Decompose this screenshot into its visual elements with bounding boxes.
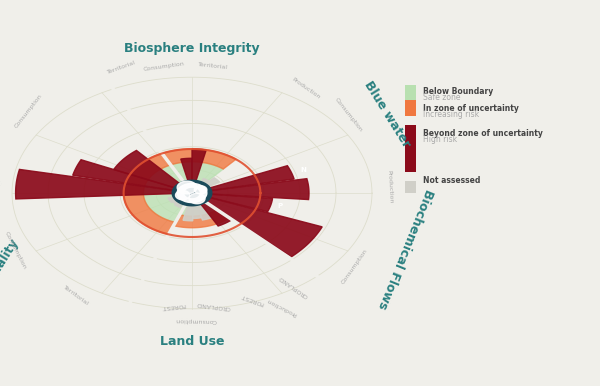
Polygon shape	[192, 193, 322, 257]
Text: Territorial: Territorial	[62, 285, 89, 307]
Polygon shape	[179, 201, 217, 216]
Polygon shape	[177, 183, 207, 203]
Polygon shape	[173, 209, 230, 228]
Text: Safe zone: Safe zone	[423, 93, 461, 102]
Text: Air Quality: Air Quality	[0, 237, 22, 306]
Text: Biochemical Flows: Biochemical Flows	[376, 186, 436, 310]
Text: Not assessed: Not assessed	[423, 176, 481, 185]
Text: Territorial: Territorial	[106, 60, 136, 75]
Polygon shape	[192, 166, 294, 193]
Text: High risk: High risk	[423, 135, 457, 144]
Text: In zone of uncertainty: In zone of uncertainty	[423, 104, 519, 113]
Text: Biosphere Integrity: Biosphere Integrity	[124, 42, 260, 55]
Polygon shape	[192, 193, 212, 220]
Polygon shape	[143, 162, 223, 222]
Text: CROPLAND: CROPLAND	[278, 274, 309, 298]
Text: P: P	[277, 203, 282, 209]
Bar	[405, 125, 416, 172]
Polygon shape	[192, 179, 209, 193]
Text: Consumption: Consumption	[175, 318, 217, 323]
Text: FOREST: FOREST	[161, 302, 186, 310]
Polygon shape	[16, 169, 192, 199]
Polygon shape	[168, 193, 192, 203]
Text: Climate Change: Climate Change	[0, 84, 5, 191]
Polygon shape	[172, 180, 212, 206]
Polygon shape	[177, 181, 197, 194]
Text: Consumption: Consumption	[340, 247, 368, 284]
Text: Increasing risk: Increasing risk	[423, 110, 479, 119]
Polygon shape	[185, 188, 199, 198]
Bar	[405, 100, 416, 116]
Polygon shape	[73, 160, 192, 193]
Text: Production: Production	[266, 297, 298, 317]
Polygon shape	[113, 151, 192, 193]
Text: Consumption: Consumption	[143, 61, 185, 72]
Polygon shape	[175, 193, 192, 207]
Text: Consumption: Consumption	[14, 93, 44, 129]
Polygon shape	[189, 193, 205, 204]
Text: N: N	[301, 167, 306, 173]
Bar	[405, 181, 416, 193]
Polygon shape	[192, 149, 206, 193]
Polygon shape	[183, 193, 193, 221]
Polygon shape	[176, 191, 190, 200]
Text: Consumption: Consumption	[4, 231, 27, 271]
Text: Production: Production	[386, 169, 393, 203]
Polygon shape	[192, 193, 202, 218]
Polygon shape	[192, 193, 231, 226]
Polygon shape	[124, 149, 236, 234]
Text: Consumption: Consumption	[333, 96, 363, 132]
Text: FOREST: FOREST	[240, 293, 265, 306]
Text: Territorial: Territorial	[197, 62, 228, 70]
Polygon shape	[181, 158, 192, 193]
Bar	[405, 85, 416, 100]
Polygon shape	[192, 193, 272, 212]
Text: Beyond zone of uncertainty: Beyond zone of uncertainty	[423, 129, 543, 138]
Text: Land Use: Land Use	[160, 335, 224, 348]
Polygon shape	[173, 193, 192, 204]
Polygon shape	[194, 186, 207, 194]
Text: Blue water: Blue water	[362, 79, 413, 150]
Polygon shape	[192, 178, 220, 193]
Text: Below Boundary: Below Boundary	[423, 87, 493, 96]
Text: CROPLAND: CROPLAND	[196, 301, 231, 310]
Polygon shape	[192, 179, 309, 200]
Text: Production: Production	[290, 77, 321, 100]
